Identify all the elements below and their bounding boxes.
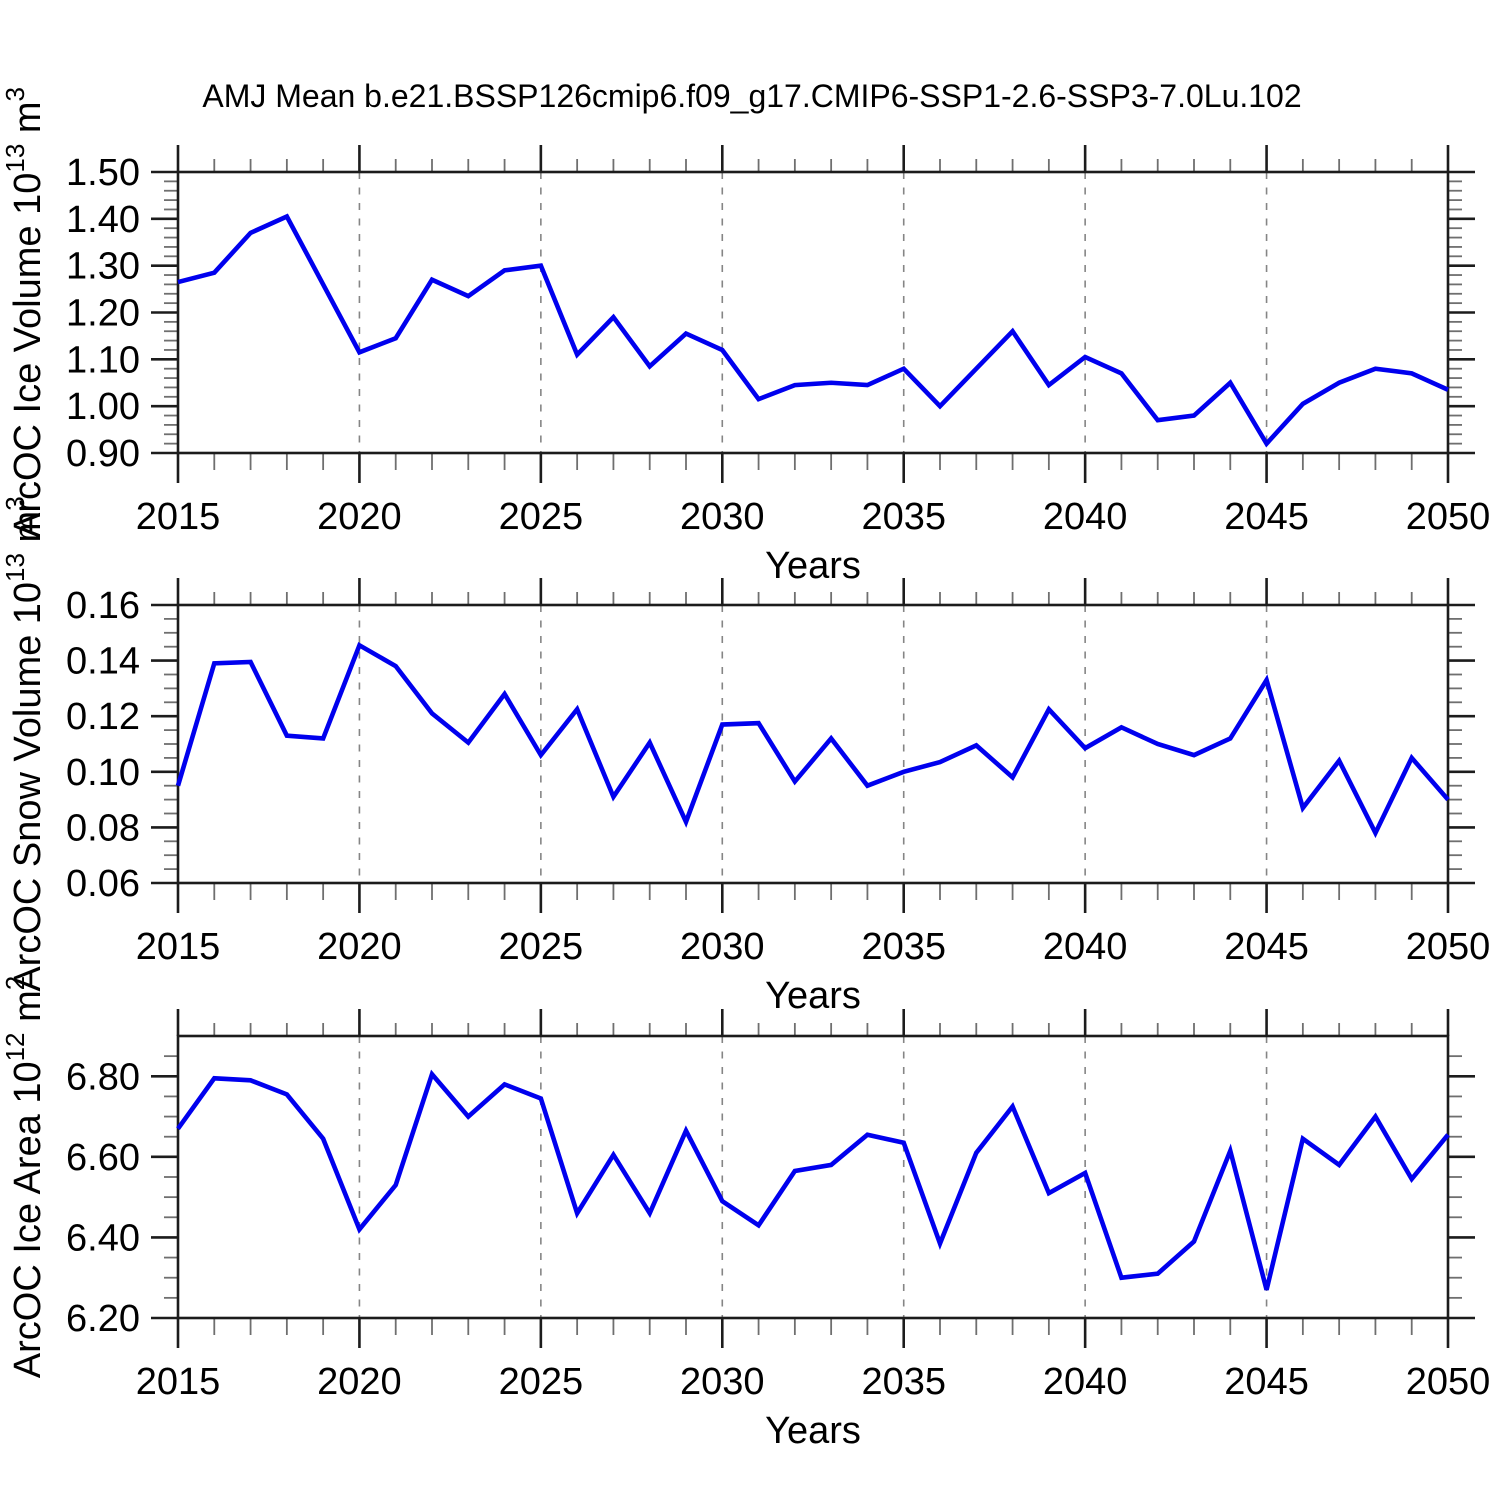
svg-text:6.80: 6.80 bbox=[66, 1056, 140, 1098]
svg-text:2045: 2045 bbox=[1224, 1361, 1309, 1403]
svg-text:1.10: 1.10 bbox=[66, 339, 140, 381]
svg-text:1.20: 1.20 bbox=[66, 293, 140, 335]
svg-text:0.90: 0.90 bbox=[66, 433, 140, 475]
svg-text:1.40: 1.40 bbox=[66, 199, 140, 241]
svg-text:2040: 2040 bbox=[1043, 926, 1128, 968]
svg-text:2025: 2025 bbox=[499, 926, 584, 968]
y-axis-title: ArcOC Ice Area 1012 m2 bbox=[0, 976, 49, 1378]
data-line-ice-area bbox=[176, 1069, 1450, 1291]
x-tick-labels: 2015 2020 2025 2030 2035 2040 2045 2050 bbox=[136, 926, 1491, 968]
svg-text:1.50: 1.50 bbox=[66, 152, 140, 194]
svg-text:2015: 2015 bbox=[136, 496, 221, 538]
svg-text:1.00: 1.00 bbox=[66, 386, 140, 428]
minor-ticks bbox=[164, 1023, 1462, 1335]
svg-text:2020: 2020 bbox=[317, 1361, 402, 1403]
x-axis-title: Years bbox=[765, 545, 861, 587]
svg-text:2030: 2030 bbox=[680, 1361, 765, 1403]
svg-text:2030: 2030 bbox=[680, 926, 765, 968]
gridlines bbox=[358, 172, 1268, 453]
y-tick-labels: 0.06 0.08 0.10 0.12 0.14 0.16 bbox=[66, 585, 140, 905]
plot-frame bbox=[176, 603, 1450, 885]
svg-text:0.10: 0.10 bbox=[66, 752, 140, 794]
x-tick-labels: 2015 2020 2025 2030 2035 2040 2045 2050 bbox=[136, 496, 1491, 538]
minor-ticks bbox=[164, 592, 1462, 900]
svg-text:2035: 2035 bbox=[861, 926, 946, 968]
svg-text:2050: 2050 bbox=[1406, 926, 1491, 968]
svg-text:2045: 2045 bbox=[1224, 926, 1309, 968]
major-ticks bbox=[151, 145, 1475, 483]
x-axis-title: Years bbox=[765, 1410, 861, 1452]
svg-text:2025: 2025 bbox=[499, 496, 584, 538]
panel-ice-volume: 2015 2020 2025 2030 2035 2040 2045 2050 0.90 1.00… bbox=[0, 87, 1490, 587]
svg-text:2030: 2030 bbox=[680, 496, 765, 538]
svg-text:2035: 2035 bbox=[861, 1361, 946, 1403]
x-tick-labels: 2015 2020 2025 2030 2035 2040 2045 2050 bbox=[136, 1361, 1491, 1403]
svg-text:2020: 2020 bbox=[317, 926, 402, 968]
svg-text:2045: 2045 bbox=[1224, 496, 1309, 538]
svg-text:0.08: 0.08 bbox=[66, 807, 140, 849]
y-axis-title: ArcOC Snow Volume 1013 m3 bbox=[0, 496, 49, 991]
svg-text:2015: 2015 bbox=[136, 1361, 221, 1403]
panels-group: 2015 2020 2025 2030 2035 2040 2045 2050 0.90 1.00… bbox=[0, 87, 1490, 1452]
gridlines bbox=[358, 1036, 1268, 1318]
panel-ice-area: 2015 2020 2025 2030 2035 2040 2045 2050 6.20 6.40… bbox=[0, 976, 1490, 1452]
svg-text:0.12: 0.12 bbox=[66, 696, 140, 738]
major-ticks bbox=[151, 578, 1475, 913]
svg-text:2035: 2035 bbox=[861, 496, 946, 538]
svg-text:2050: 2050 bbox=[1406, 496, 1491, 538]
svg-text:2015: 2015 bbox=[136, 926, 221, 968]
y-tick-labels: 6.20 6.40 6.60 6.80 bbox=[66, 1056, 140, 1340]
svg-text:2040: 2040 bbox=[1043, 1361, 1128, 1403]
major-ticks bbox=[151, 1009, 1475, 1348]
plot-frame bbox=[176, 1034, 1450, 1320]
gridlines bbox=[358, 605, 1268, 883]
svg-text:2050: 2050 bbox=[1406, 1361, 1491, 1403]
data-line-snow-volume bbox=[175, 641, 1450, 839]
data-line-ice-volume bbox=[177, 213, 1449, 448]
x-axis-title: Years bbox=[765, 975, 861, 1017]
svg-text:6.20: 6.20 bbox=[66, 1298, 140, 1340]
figure-title: AMJ Mean b.e21.BSSP126cmip6.f09_g17.CMIP… bbox=[202, 78, 1301, 114]
svg-text:6.40: 6.40 bbox=[66, 1217, 140, 1259]
minor-ticks bbox=[164, 159, 1462, 470]
plot-frame bbox=[176, 170, 1450, 455]
svg-text:1.30: 1.30 bbox=[66, 246, 140, 288]
y-axis-title: ArcOC Ice Volume 1013 m3 bbox=[0, 87, 49, 538]
svg-text:0.16: 0.16 bbox=[66, 585, 140, 627]
svg-text:6.60: 6.60 bbox=[66, 1137, 140, 1179]
svg-text:2025: 2025 bbox=[499, 1361, 584, 1403]
y-tick-labels: 0.90 1.00 1.101.20 1.30 1.40 1.50 bbox=[66, 152, 140, 475]
svg-text:2020: 2020 bbox=[317, 496, 402, 538]
panel-snow-volume: 2015 2020 2025 2030 2035 2040 2045 2050 0.06 0.08… bbox=[0, 496, 1490, 1017]
svg-text:0.06: 0.06 bbox=[66, 863, 140, 905]
svg-text:0.14: 0.14 bbox=[66, 641, 140, 683]
svg-text:2040: 2040 bbox=[1043, 496, 1128, 538]
